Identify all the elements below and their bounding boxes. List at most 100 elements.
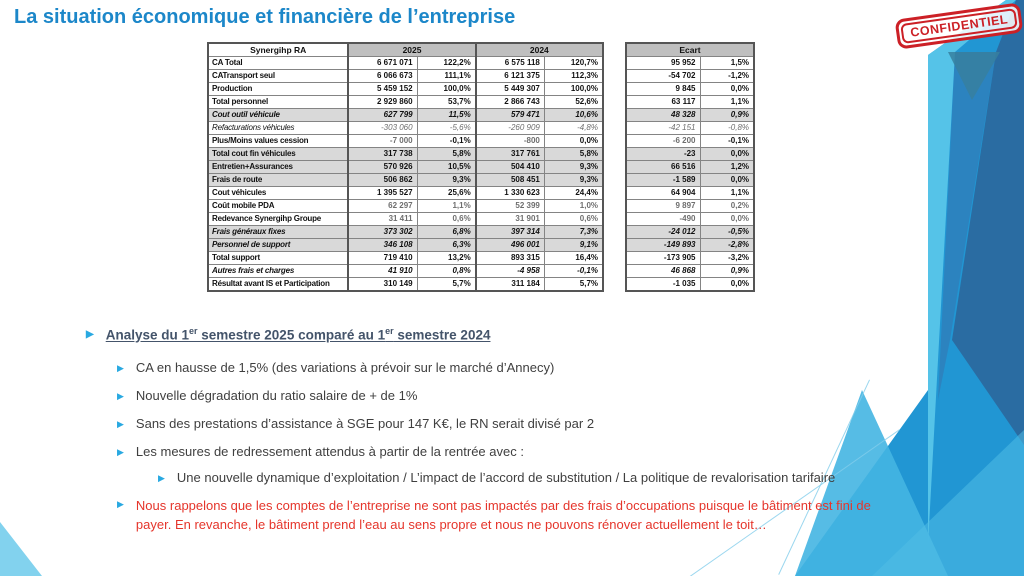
percent-2024: 5,8%: [543, 147, 604, 161]
value-2024: 579 471: [474, 108, 545, 122]
value-2025: 1 395 527: [347, 186, 418, 200]
percent-2025: 1,1%: [416, 199, 477, 213]
value-2024: 504 410: [474, 160, 545, 174]
ecart-value: -1 589: [625, 173, 701, 187]
bullet-triangle-icon: ▶: [117, 419, 124, 429]
percent-2024: 0,0%: [543, 134, 604, 148]
year-2024-header: 2024: [474, 42, 604, 57]
table-row: Total support 719 410 13,2% 893 315 16,4%: [207, 251, 604, 265]
value-2025: 62 297: [347, 199, 418, 213]
table-row: CA Total 6 671 071 122,2% 6 575 118 120,7%: [207, 56, 604, 70]
ecart-percent: -3,2%: [699, 251, 755, 265]
ecart-value: -1 035: [625, 277, 701, 292]
row-label: Cout outil véhicule: [207, 108, 349, 122]
row-label: Total support: [207, 251, 349, 265]
value-2024: 2 866 743: [474, 95, 545, 109]
ecart-row: -1 035 0,0%: [625, 277, 755, 292]
value-2024: 6 575 118: [474, 56, 545, 70]
percent-2025: 53,7%: [416, 95, 477, 109]
row-label: Coût mobile PDA: [207, 199, 349, 213]
percent-2024: 16,4%: [543, 251, 604, 265]
ecart-percent: 1,1%: [699, 95, 755, 109]
bullet-triangle-icon: ▶: [117, 499, 124, 509]
percent-2025: 11,5%: [416, 108, 477, 122]
percent-2025: 5,8%: [416, 147, 477, 161]
ecart-percent: -1,2%: [699, 69, 755, 83]
table-row: Refacturations véhicules -303 060 -5,6% -26…: [207, 121, 604, 135]
table-row: Redevance Synergihp Groupe 31 411 0,6% 31 9…: [207, 212, 604, 226]
percent-2025: 6,8%: [416, 225, 477, 239]
value-2025: 31 411: [347, 212, 418, 226]
value-2025: 41 910: [347, 264, 418, 278]
value-2025: 373 302: [347, 225, 418, 239]
ecart-row: -54 702 -1,2%: [625, 69, 755, 83]
ecart-percent: 0,9%: [699, 264, 755, 278]
percent-2025: 5,7%: [416, 277, 477, 292]
percent-2024: 0,6%: [543, 212, 604, 226]
value-2024: 496 001: [474, 238, 545, 252]
bullet-item: ▶ Sans des prestations d’assistance à SG…: [117, 416, 594, 433]
sub-bullet-item: ▶ Une nouvelle dynamique d’exploitation …: [158, 470, 835, 487]
table-row: Autres frais et charges 41 910 0,8% -4 958-…: [207, 264, 604, 278]
value-2025: 6 671 071: [347, 56, 418, 70]
ecart-row: 64 904 1,1%: [625, 186, 755, 200]
percent-2025: 0,6%: [416, 212, 477, 226]
bullet-triangle-icon: ▶: [158, 473, 165, 483]
ecart-percent: 0,0%: [699, 147, 755, 161]
table-row: Coût mobile PDA 62 297 1,1% 52 399 1,0%: [207, 199, 604, 213]
ecart-row: -490 0,0%: [625, 212, 755, 226]
bullet-text: CA en hausse de 1,5% (des variations à p…: [135, 360, 555, 375]
value-2024: 311 184: [474, 277, 545, 292]
ecart-percent: 0,9%: [699, 108, 755, 122]
row-label: Cout véhicules: [207, 186, 349, 200]
bullet-item: ▶ CA en hausse de 1,5% (des variations à…: [117, 360, 554, 377]
ecart-value: 48 328: [625, 108, 701, 122]
percent-2024: 9,1%: [543, 238, 604, 252]
ecart-row: 9 897 0,2%: [625, 199, 755, 213]
ecart-row: 95 952 1,5%: [625, 56, 755, 70]
table-row: CATransport seul 6 066 673 111,1% 6 121 375…: [207, 69, 604, 83]
ecart-percent: -0,5%: [699, 225, 755, 239]
warning-text: Nous rappelons que les comptes de l’entr…: [135, 498, 871, 532]
table-row: Cout outil véhicule 627 799 11,5% 579 471 10…: [207, 108, 604, 122]
bullet-item: ▶ Les mesures de redressement attendus à…: [117, 444, 524, 461]
percent-2025: 10,5%: [416, 160, 477, 174]
value-2024: 893 315: [474, 251, 545, 265]
row-label: Frais de route: [207, 173, 349, 187]
bullet-text: Nouvelle dégradation du ratio salaire de…: [135, 388, 418, 403]
percent-2025: 100,0%: [416, 82, 477, 96]
percent-2024: 10,6%: [543, 108, 604, 122]
ecart-value: 95 952: [625, 56, 701, 70]
percent-2025: 0,8%: [416, 264, 477, 278]
percent-2024: 100,0%: [543, 82, 604, 96]
percent-2024: 5,7%: [543, 277, 604, 292]
row-label: Autres frais et charges: [207, 264, 349, 278]
row-label: Entretien+Assurances: [207, 160, 349, 174]
bullet-text: Sans des prestations d’assistance à SGE …: [135, 416, 595, 431]
year-2025-header: 2025: [347, 42, 477, 57]
ecart-value: 64 904: [625, 186, 701, 200]
value-2024: 1 330 623: [474, 186, 545, 200]
value-2024: -800: [474, 134, 545, 148]
value-2025: 346 108: [347, 238, 418, 252]
value-2025: 310 149: [347, 277, 418, 292]
sub-bullet-text: Une nouvelle dynamique d’exploitation / …: [176, 470, 836, 485]
ecart-row: 46 868 0,9%: [625, 264, 755, 278]
ecart-percent: 1,2%: [699, 160, 755, 174]
percent-2025: 122,2%: [416, 56, 477, 70]
row-label: Plus/Moins values cession: [207, 134, 349, 148]
percent-2024: 9,3%: [543, 173, 604, 187]
ecart-value: -490: [625, 212, 701, 226]
percent-2025: 13,2%: [416, 251, 477, 265]
table-row: Frais généraux fixes 373 302 6,8% 397 314 7,…: [207, 225, 604, 239]
ecart-row: 63 117 1,1%: [625, 95, 755, 109]
row-label: CA Total: [207, 56, 349, 70]
ecart-row: -173 905 -3,2%: [625, 251, 755, 265]
row-label: Personnel de support: [207, 238, 349, 252]
bullet-triangle-icon: ▶: [117, 447, 124, 457]
ecart-percent: 0,0%: [699, 82, 755, 96]
table-row: Cout véhicules 1 395 527 25,6% 1 330 623 24,…: [207, 186, 604, 200]
table-row: Personnel de support 346 108 6,3% 496 001 9,…: [207, 238, 604, 252]
ecart-value: 66 516: [625, 160, 701, 174]
